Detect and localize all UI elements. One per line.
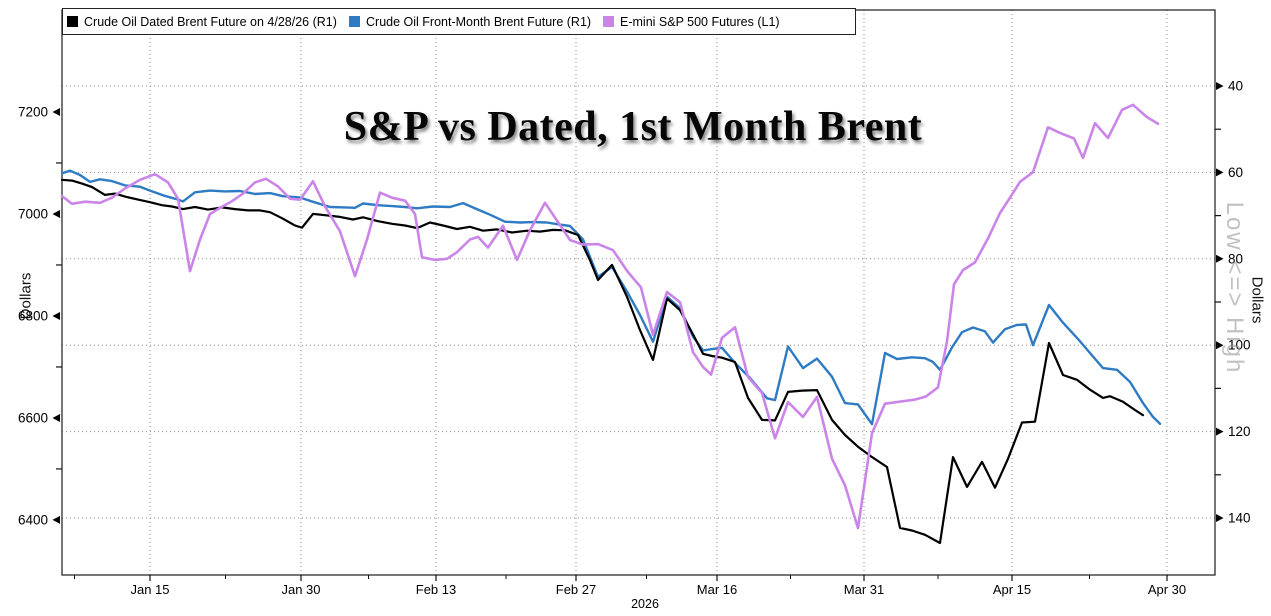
right-axis-tick-label: 60	[1228, 165, 1243, 180]
series-line-dated-brent	[60, 178, 1145, 545]
x-tick-label: Mar 16	[697, 582, 737, 597]
x-tick-label: Jan 30	[281, 582, 320, 597]
right-axis-tick-arrow	[1216, 513, 1224, 522]
right-axis-tick-label: 100	[1228, 338, 1251, 353]
legend-swatch-front-month-brent	[349, 16, 360, 27]
chart-title: S&P vs Dated, 1st Month Brent	[343, 104, 923, 150]
left-axis-tick-label: 6400	[18, 512, 48, 527]
right-axis-tick-label: 40	[1228, 79, 1243, 94]
right-axis-label: Dollars	[1248, 276, 1266, 324]
left-axis-tick-arrow	[52, 107, 60, 116]
left-axis-tick-label: 7200	[18, 104, 48, 119]
legend-item-dated-brent[interactable]: Crude Oil Dated Brent Future on 4/28/26 …	[67, 15, 337, 29]
x-tick-label: Mar 31	[844, 582, 884, 597]
right-axis-tick-arrow	[1216, 82, 1224, 91]
legend-swatch-sp500	[603, 16, 614, 27]
left-axis-tick-label: 7000	[18, 206, 48, 221]
x-tick-label: Feb 27	[556, 582, 596, 597]
left-axis-label: Dollars	[17, 272, 35, 320]
legend-item-front-month-brent[interactable]: Crude Oil Front-Month Brent Future (R1)	[349, 15, 591, 29]
left-axis-tick-label: 6600	[18, 410, 48, 425]
x-tick-label: Jan 15	[130, 582, 169, 597]
right-axis-tick-label: 120	[1228, 424, 1251, 439]
right-axis-tick-arrow	[1216, 341, 1224, 350]
plot-area[interactable]	[62, 10, 1215, 575]
x-tick-label: Apr 15	[993, 582, 1031, 597]
left-axis-tick-label: 6800	[18, 308, 48, 323]
series-line-sp500	[60, 103, 1160, 530]
series-line-front-month-brent	[60, 169, 1162, 426]
left-axis-tick-arrow	[52, 413, 60, 422]
left-axis-tick-arrow	[52, 311, 60, 320]
left-axis-tick-arrow	[52, 515, 60, 524]
legend-label: Crude Oil Dated Brent Future on 4/28/26 …	[84, 14, 337, 29]
legend-swatch-dated-brent	[67, 16, 78, 27]
x-axis-year-label: 2026	[631, 597, 659, 611]
legend: Crude Oil Dated Brent Future on 4/28/26 …	[62, 8, 856, 35]
left-axis-tick-arrow	[52, 209, 60, 218]
x-tick-label: Apr 30	[1148, 582, 1186, 597]
right-axis-tick-arrow	[1216, 254, 1224, 263]
watermark-low-high: Low <=> High	[1221, 201, 1248, 375]
right-axis-tick-arrow	[1216, 427, 1224, 436]
legend-item-sp500[interactable]: E-mini S&P 500 Futures (L1)	[603, 15, 780, 29]
right-axis-tick-arrow	[1216, 168, 1224, 177]
x-tick-label: Feb 13	[416, 582, 456, 597]
right-axis-tick-label: 140	[1228, 510, 1251, 525]
right-axis-tick-label: 80	[1228, 251, 1243, 266]
legend-label: E-mini S&P 500 Futures (L1)	[620, 14, 780, 29]
legend-label: Crude Oil Front-Month Brent Future (R1)	[366, 14, 592, 29]
